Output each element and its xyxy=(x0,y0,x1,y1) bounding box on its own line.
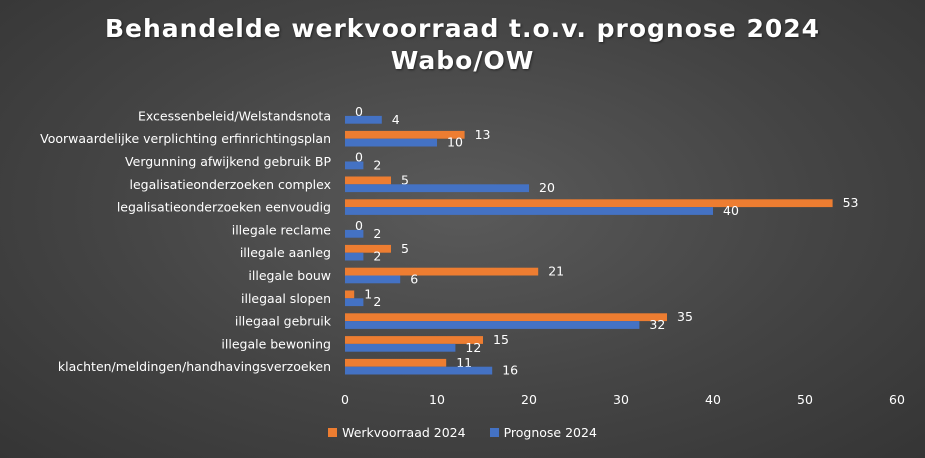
bar-prognose xyxy=(345,298,364,307)
data-label-prognose: 20 xyxy=(539,180,555,195)
category-label: illegaal gebruik xyxy=(235,314,332,329)
data-label-prognose: 2 xyxy=(373,157,381,172)
category-label: illegale aanleg xyxy=(240,245,331,260)
data-label-prognose: 40 xyxy=(723,203,739,218)
x-tick-label: 20 xyxy=(521,392,537,407)
bar-werkvoorraad xyxy=(345,176,391,185)
category-label: Vergunning afwijkend gebruik BP xyxy=(125,154,331,169)
legend-label-prognose: Prognose 2024 xyxy=(503,425,597,440)
data-label-prognose: 10 xyxy=(447,135,463,150)
x-tick-label: 10 xyxy=(429,392,445,407)
legend-item-werkvoorraad: Werkvoorraad 2024 xyxy=(328,425,466,440)
bar-prognose xyxy=(345,366,493,375)
category-label: legalisatieonderzoeken complex xyxy=(129,177,331,192)
bar-werkvoorraad xyxy=(345,290,355,299)
data-label-prognose: 32 xyxy=(649,317,665,332)
category-label: illegale reclame xyxy=(232,222,332,237)
bar-prognose xyxy=(345,115,382,124)
data-label-prognose: 2 xyxy=(373,226,381,241)
bar-werkvoorraad xyxy=(345,199,833,208)
bar-werkvoorraad xyxy=(345,313,667,322)
data-label-werkvoorraad: 15 xyxy=(493,332,509,347)
data-label-werkvoorraad: 35 xyxy=(677,309,693,324)
category-label: illegale bouw xyxy=(248,268,331,283)
data-label-werkvoorraad: 5 xyxy=(401,172,409,187)
bar-werkvoorraad xyxy=(345,244,391,253)
data-label-werkvoorraad: 0 xyxy=(355,218,363,233)
legend: Werkvoorraad 2024 Prognose 2024 xyxy=(0,425,925,440)
chart-title-line1: Behandelde werkvoorraad t.o.v. prognose … xyxy=(104,14,821,43)
x-tick-label: 30 xyxy=(613,392,629,407)
bar-werkvoorraad xyxy=(345,130,465,139)
bar-werkvoorraad xyxy=(345,358,447,367)
bar-werkvoorraad xyxy=(345,267,539,276)
data-label-werkvoorraad: 13 xyxy=(475,127,491,142)
category-label: legalisatieonderzoeken eenvoudig xyxy=(117,200,331,215)
legend-swatch-prognose xyxy=(489,428,499,437)
data-label-prognose: 4 xyxy=(392,112,400,127)
data-label-werkvoorraad: 1 xyxy=(364,286,372,301)
data-label-prognose: 2 xyxy=(373,294,381,309)
data-label-prognose: 2 xyxy=(373,249,381,264)
data-label-werkvoorraad: 11 xyxy=(456,355,472,370)
category-label: Excessenbeleid/Welstandsnota xyxy=(138,108,331,123)
data-label-werkvoorraad: 0 xyxy=(355,104,363,119)
category-label: illegale bewoning xyxy=(221,336,331,351)
x-tick-label: 50 xyxy=(797,392,813,407)
bar-prognose xyxy=(345,229,364,238)
data-label-werkvoorraad: 5 xyxy=(401,241,409,256)
bar-prognose xyxy=(345,161,364,170)
bar-werkvoorraad xyxy=(345,336,483,344)
data-label-werkvoorraad: 21 xyxy=(548,264,564,279)
category-label: Voorwaardelijke verplichting erfinrichti… xyxy=(40,131,331,146)
bar-prognose xyxy=(345,343,456,352)
x-tick-label: 60 xyxy=(889,392,905,407)
data-label-prognose: 6 xyxy=(410,271,418,286)
data-label-werkvoorraad: 0 xyxy=(355,150,363,165)
bar-prognose xyxy=(345,275,401,284)
x-tick-label: 40 xyxy=(705,392,721,407)
bar-prognose xyxy=(345,184,529,193)
bar-prognose xyxy=(345,138,437,147)
legend-swatch-werkvoorraad xyxy=(328,428,338,437)
data-label-prognose: 16 xyxy=(502,363,518,378)
bar-prognose xyxy=(345,207,713,215)
category-label: klachten/meldingen/handhavingsverzoeken xyxy=(58,359,331,374)
legend-item-prognose: Prognose 2024 xyxy=(489,425,597,440)
bar-prognose xyxy=(345,321,640,329)
x-tick-label: 0 xyxy=(341,392,349,407)
data-label-werkvoorraad: 53 xyxy=(843,195,859,210)
legend-label-werkvoorraad: Werkvoorraad 2024 xyxy=(342,425,466,440)
bar-prognose xyxy=(345,252,364,261)
category-label: illegaal slopen xyxy=(241,291,331,306)
chart-title-line2: Wabo/OW xyxy=(390,46,535,75)
data-label-prognose: 12 xyxy=(465,340,481,355)
